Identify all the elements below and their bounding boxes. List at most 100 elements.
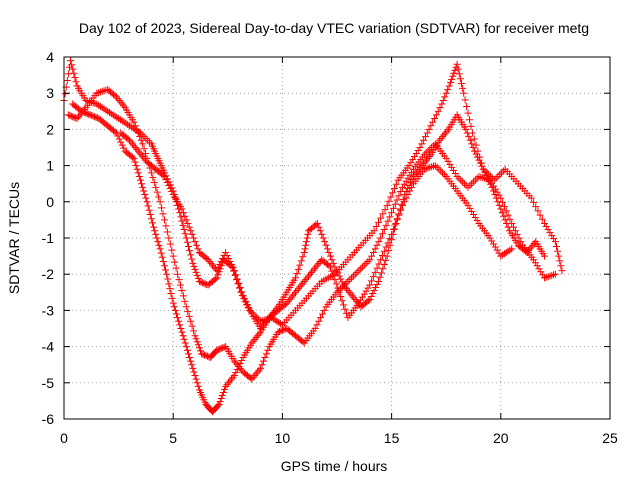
data-point — [538, 215, 546, 223]
data-point — [402, 194, 410, 202]
data-point — [459, 178, 467, 186]
data-point — [139, 153, 147, 161]
data-point — [508, 245, 516, 253]
data-point — [296, 261, 304, 269]
data-point — [236, 283, 244, 291]
data-point — [131, 144, 139, 151]
data-point — [297, 257, 305, 265]
data-point — [194, 341, 202, 349]
data-point — [251, 372, 259, 380]
data-point — [223, 251, 231, 259]
data-point — [305, 272, 313, 280]
data-point — [449, 166, 457, 174]
data-point — [252, 334, 260, 342]
data-point — [197, 347, 204, 355]
data-point — [235, 363, 243, 371]
data-point — [551, 238, 559, 246]
data-point — [386, 213, 394, 221]
data-point — [441, 129, 449, 137]
data-point — [239, 292, 247, 300]
data-point — [442, 154, 450, 162]
data-point — [115, 96, 123, 104]
data-point — [379, 230, 386, 238]
data-point — [491, 243, 499, 251]
data-point — [342, 285, 350, 293]
data-point — [368, 277, 376, 285]
data-point — [464, 201, 472, 209]
data-point — [294, 285, 302, 293]
data-point — [310, 265, 318, 273]
data-point — [466, 182, 474, 190]
data-point — [141, 191, 149, 199]
data-point — [552, 242, 560, 250]
data-point — [221, 385, 229, 393]
data-point — [274, 328, 282, 336]
data-point — [428, 163, 436, 171]
data-point — [143, 198, 151, 206]
data-point — [159, 258, 167, 266]
data-point — [238, 291, 246, 299]
data-point — [167, 290, 175, 298]
data-point — [499, 167, 507, 175]
data-point — [255, 330, 263, 338]
data-point — [411, 153, 419, 161]
data-point — [427, 122, 435, 130]
data-point — [257, 364, 265, 372]
data-point — [216, 398, 224, 406]
data-point — [370, 286, 378, 294]
data-point — [449, 72, 457, 80]
data-point — [438, 100, 446, 108]
data-point — [185, 223, 193, 231]
data-point — [184, 242, 192, 250]
data-point — [156, 245, 164, 253]
data-point — [211, 265, 219, 273]
data-point — [445, 82, 453, 90]
data-point — [238, 288, 246, 296]
data-point — [435, 165, 443, 173]
data-point — [379, 265, 387, 273]
data-point — [527, 194, 535, 202]
data-point — [194, 274, 202, 282]
data-point — [72, 114, 80, 122]
data-point — [391, 185, 399, 193]
data-point — [293, 270, 301, 278]
data-point — [120, 118, 128, 126]
data-point — [335, 288, 343, 296]
axis-ticks: 0 5 10 15 20 25 -6 -5 -4 -3 -2 -1 0 1 2 3 4 — [42, 49, 618, 446]
data-point — [181, 339, 189, 347]
data-point — [89, 112, 97, 120]
data-point — [170, 303, 178, 311]
data-point — [469, 144, 477, 151]
data-point — [117, 98, 125, 106]
x-tick-label: 20 — [493, 430, 509, 446]
data-point — [496, 171, 504, 179]
data-point — [421, 158, 429, 166]
data-point — [422, 149, 430, 157]
data-point — [335, 272, 343, 280]
data-point — [68, 61, 76, 69]
data-point — [166, 185, 174, 193]
data-point — [368, 252, 376, 260]
data-point — [79, 108, 87, 116]
data-point — [464, 109, 472, 117]
data-point — [126, 136, 134, 144]
data-point — [475, 156, 483, 164]
data-point — [232, 271, 240, 279]
data-point — [131, 122, 139, 130]
data-point — [454, 65, 462, 73]
data-point — [395, 210, 403, 218]
data-point — [165, 182, 173, 190]
data-point — [415, 165, 423, 173]
data-point — [292, 288, 300, 296]
data-point — [182, 234, 190, 242]
data-point — [166, 240, 174, 248]
data-point — [405, 182, 413, 190]
data-point — [112, 93, 120, 101]
data-point — [311, 325, 319, 332]
data-point — [431, 162, 439, 170]
data-point — [495, 249, 503, 257]
data-point — [293, 286, 301, 294]
data-point — [364, 258, 372, 266]
data-point — [506, 215, 514, 223]
data-point — [447, 78, 455, 86]
